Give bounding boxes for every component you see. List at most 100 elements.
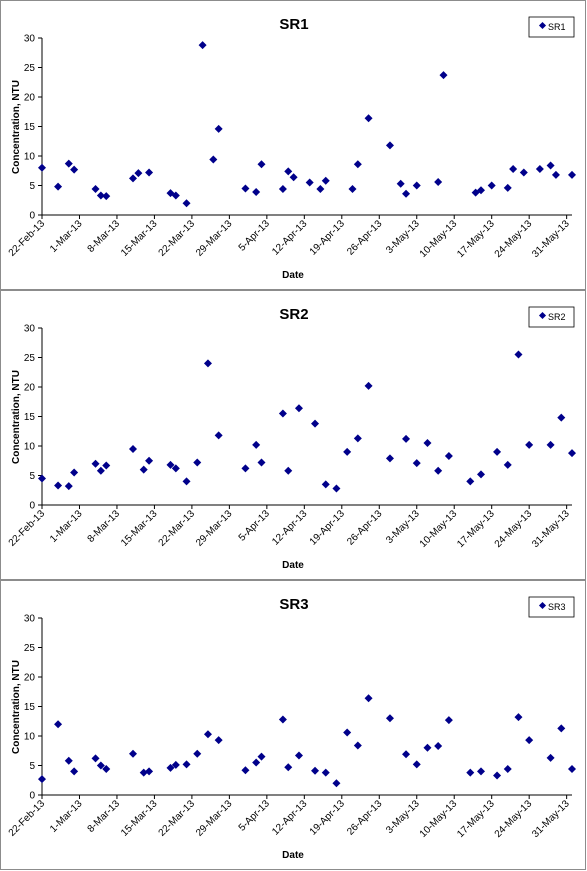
data-point — [70, 165, 79, 174]
data-point — [568, 765, 576, 774]
data-point — [252, 440, 261, 449]
y-tick-label: 15 — [24, 702, 36, 713]
x-ticks: 22-Feb-13 1-Mar-13 8-Mar-1315-Mar-1322-Mar… — [7, 505, 572, 550]
y-ticks: 0 5 10 15 20 25 30 — [24, 324, 42, 512]
y-tick-label: 10 — [24, 442, 36, 453]
data-point — [278, 185, 287, 194]
data-point — [385, 141, 394, 150]
data-point — [203, 359, 212, 368]
x-tick-label: 1-Mar-13 — [48, 218, 85, 255]
x-tick-label: 5-Apr-13 — [237, 508, 273, 544]
data-point — [252, 758, 261, 767]
x-tick-label: 10-May-13 — [418, 508, 460, 550]
data-point — [257, 458, 266, 467]
data-point — [54, 182, 63, 191]
x-tick-label: 29-Mar-13 — [194, 798, 235, 839]
x-tick-label: 17-May-13 — [455, 798, 497, 840]
legend-label: SR3 — [548, 602, 566, 612]
chart-svg: SR3 SR3 0 5 10 15 20 25 30 22-Feb-13 1-Mar-13 8-… — [7, 596, 576, 861]
data-point — [353, 160, 362, 169]
data-point — [493, 771, 502, 780]
x-tick-label: 26-Apr-13 — [345, 508, 385, 548]
x-tick-label: 17-May-13 — [455, 508, 497, 550]
legend: SR3 — [528, 596, 575, 618]
y-tick-label: 30 — [24, 34, 36, 45]
data-point — [311, 419, 320, 428]
x-tick-label: 24-May-13 — [493, 798, 535, 840]
x-axis-title: Date — [282, 560, 304, 571]
data-point — [546, 440, 555, 449]
x-tick-label: 22-Feb-13 — [7, 798, 48, 839]
data-point — [171, 760, 180, 769]
data-point — [412, 181, 421, 190]
y-tick-label: 20 — [24, 93, 36, 104]
x-tick-label: 15-Mar-13 — [119, 508, 160, 549]
data-point — [444, 452, 453, 461]
chart-title: SR2 — [279, 306, 308, 323]
x-tick-label: 8-Mar-13 — [86, 798, 123, 835]
x-tick-label: 12-Apr-13 — [270, 508, 310, 548]
data-point — [171, 464, 180, 473]
x-tick-label: 31-May-13 — [530, 218, 572, 260]
y-axis-title: Concentration, NTU — [11, 370, 22, 464]
data-point — [129, 749, 138, 758]
data-point — [284, 763, 293, 772]
data-point — [294, 404, 303, 413]
data-point — [385, 454, 394, 463]
data-point — [145, 456, 154, 465]
chart-title: SR3 — [279, 596, 308, 613]
data-point — [568, 170, 576, 179]
data-point — [535, 164, 544, 173]
chart-svg: SR1 SR1 0 5 10 15 20 25 30 22-Feb-13 1-Mar-13 8-… — [7, 16, 576, 281]
data-point — [364, 114, 373, 123]
legend-marker — [538, 311, 547, 320]
x-tick-label: 22-Mar-13 — [157, 218, 198, 259]
data-point — [166, 460, 175, 469]
data-point — [193, 749, 202, 758]
data-point — [311, 766, 320, 775]
x-tick-label: 24-May-13 — [493, 508, 535, 550]
data-point — [102, 192, 111, 201]
data-point — [284, 167, 293, 176]
x-tick-label: 17-May-13 — [455, 218, 497, 260]
x-tick-label: 22-Mar-13 — [157, 508, 198, 549]
legend-box — [528, 16, 575, 38]
data-points — [38, 694, 576, 788]
x-axis-title: Date — [282, 850, 304, 861]
data-point — [54, 481, 63, 490]
legend: SR1 — [528, 16, 575, 38]
x-tick-label: 29-Mar-13 — [194, 218, 235, 259]
data-point — [493, 447, 502, 456]
data-point — [214, 431, 223, 440]
data-point — [241, 464, 250, 473]
data-point — [316, 185, 325, 194]
legend-label: SR1 — [548, 22, 566, 32]
data-point — [284, 466, 293, 475]
data-point — [353, 434, 362, 443]
y-tick-label: 5 — [29, 181, 35, 192]
data-point — [476, 767, 485, 776]
data-point — [64, 756, 73, 765]
data-point — [91, 185, 100, 194]
x-tick-label: 1-Mar-13 — [48, 508, 85, 545]
x-ticks: 22-Feb-13 1-Mar-13 8-Mar-1315-Mar-1322-Mar… — [7, 795, 572, 840]
x-tick-label: 29-Mar-13 — [194, 508, 235, 549]
x-tick-label: 31-May-13 — [530, 798, 572, 840]
data-point — [96, 761, 105, 770]
data-point — [412, 459, 421, 468]
data-point — [364, 381, 373, 390]
chart-panel-sr1: SR1 SR1 0 5 10 15 20 25 30 22-Feb-13 1-Mar-13 8-… — [0, 0, 586, 290]
data-point — [252, 187, 261, 196]
data-point — [171, 191, 180, 200]
x-tick-label: 3-May-13 — [384, 508, 422, 546]
data-point — [343, 447, 352, 456]
data-point — [182, 477, 191, 486]
y-tick-label: 5 — [29, 471, 35, 482]
data-point — [568, 449, 576, 458]
data-point — [241, 184, 250, 193]
y-tick-label: 25 — [24, 353, 36, 364]
x-tick-label: 19-Apr-13 — [308, 508, 348, 548]
y-tick-label: 0 — [29, 211, 35, 222]
x-tick-label: 10-May-13 — [418, 218, 460, 260]
data-point — [332, 484, 341, 493]
